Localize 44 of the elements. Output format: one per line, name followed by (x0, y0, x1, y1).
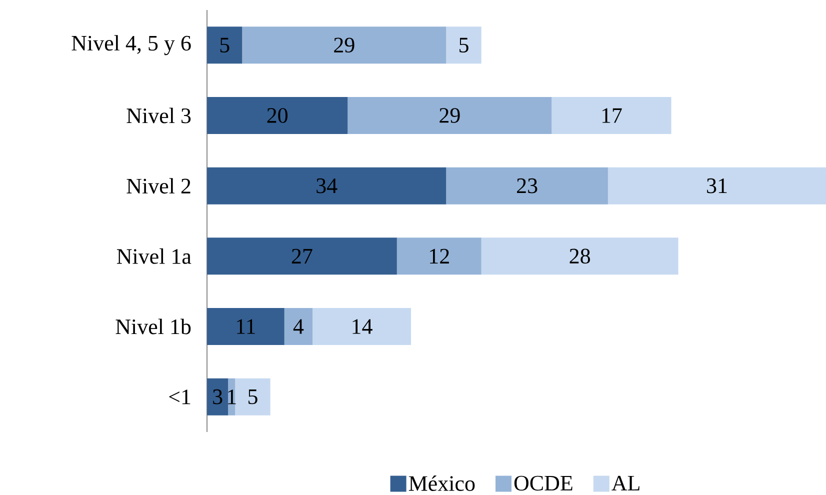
data-label: 17 (602, 108, 622, 123)
data-label: 1 (228, 390, 236, 404)
bar (235, 378, 270, 416)
data-label: 3 (213, 389, 222, 404)
data-label: 28 (570, 248, 590, 264)
y-tick-label: Nivel 1a (116, 248, 192, 264)
data-label: 23 (517, 178, 538, 194)
bar (207, 26, 242, 64)
bar (207, 97, 348, 134)
data-label: 5 (460, 38, 468, 52)
legend-label: México (408, 475, 475, 491)
y-tick-label: Nivel 2 (126, 178, 190, 194)
bar (207, 378, 228, 416)
data-label: 27 (292, 248, 312, 264)
data-label: 12 (430, 248, 449, 264)
y-tick-label: <1 (169, 390, 190, 404)
y-tick-label: Nivel 4, 5 y 6 (72, 35, 191, 56)
data-label: 4 (293, 319, 304, 334)
bar (207, 238, 397, 275)
bar (348, 97, 552, 134)
legend-label: AL (612, 476, 640, 490)
bar (396, 238, 482, 275)
bar (552, 97, 672, 134)
data-label: 5 (248, 390, 258, 404)
data-label: 14 (352, 319, 372, 334)
bar (446, 167, 608, 204)
bar (312, 308, 411, 345)
bar (481, 238, 678, 275)
data-label: 29 (440, 108, 460, 123)
data-label: 20 (267, 108, 288, 123)
legend-label: OCDE (514, 476, 572, 491)
bar (207, 308, 284, 345)
bar (446, 26, 482, 64)
data-label: 31 (707, 178, 727, 194)
data-label: 11 (237, 319, 255, 334)
data-label: 34 (316, 178, 338, 194)
bar (207, 167, 446, 204)
data-label: 5 (220, 38, 230, 52)
bar (284, 308, 313, 345)
data-label: 29 (334, 38, 354, 53)
y-tick-label: Nivel 3 (126, 108, 191, 124)
bar (242, 26, 446, 64)
y-tick-label: Nivel 1b (116, 318, 191, 334)
bar (608, 167, 826, 204)
